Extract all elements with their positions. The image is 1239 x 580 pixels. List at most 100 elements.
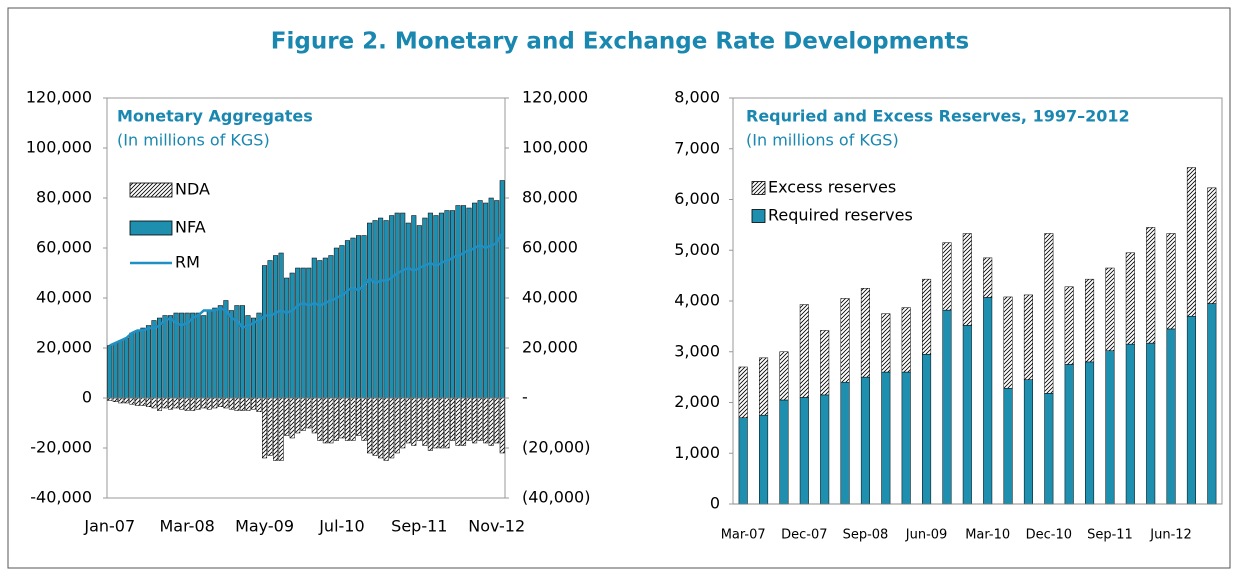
bar [962,325,972,505]
bar [444,210,450,399]
bar [107,345,113,399]
bar [1044,233,1054,394]
bar [234,397,240,411]
bar [361,235,367,399]
bar [145,397,151,407]
y-tick-label: 5,000 [674,240,720,259]
bar [118,397,124,404]
legend-label: Excess reserves [768,178,896,197]
bar [378,397,384,459]
bar [411,397,417,446]
bar [250,397,257,410]
bar [339,397,345,439]
bar [983,257,993,298]
bar [306,397,312,429]
bar [738,417,748,505]
bar [983,297,993,505]
bar [195,397,201,410]
bar [942,309,952,505]
bar [1186,315,1196,505]
bar [372,220,378,399]
bar [400,212,406,399]
bar [466,397,472,441]
bar [461,397,467,446]
bar [449,210,456,399]
bar [1003,296,1013,389]
legend-swatch [751,181,766,195]
bar [278,397,284,461]
bar [1125,252,1135,345]
bar [499,397,505,454]
bar [273,255,279,399]
bar [284,397,290,436]
bar [881,313,891,373]
bar [1146,342,1156,505]
bar [1064,286,1074,365]
bar [1003,388,1013,505]
y-tick-label: 3,000 [674,341,720,360]
bar [217,305,223,399]
bar [112,342,118,399]
bar [339,245,345,399]
bar [156,397,163,411]
bar [416,225,422,399]
bar [212,307,218,399]
bar [311,257,317,399]
bar [245,397,251,411]
legend-swatch [751,209,766,223]
bar [278,252,284,399]
bar [140,397,146,406]
bar [383,397,389,461]
bar [494,200,500,399]
x-tick-label: Nov-12 [468,517,525,536]
legend-label: NFA [175,218,206,237]
bar [156,317,163,399]
y-tick-label: 40,000 [36,288,92,307]
bar [1125,343,1135,505]
bar [245,315,251,399]
bar [195,312,201,399]
bar [317,260,323,399]
bar [123,397,129,404]
y-tick-label: 6,000 [674,189,720,208]
bar [820,394,830,505]
y-tick-label: 1,000 [674,443,720,462]
bar [449,397,456,441]
bar [901,371,911,505]
y-tick-label: 0 [82,388,92,407]
bar [217,397,223,407]
bar [300,267,306,399]
bar [483,202,489,399]
x-tick-label: Dec-10 [1026,528,1072,543]
bar [1044,393,1054,505]
bar [1186,167,1196,317]
y-tick-label: 60,000 [36,238,92,257]
bar [151,397,157,409]
y2-tick-label: (40,000) [522,488,590,507]
bar [300,397,306,431]
y-tick-label: 7,000 [674,138,720,157]
bar [184,397,190,411]
bar [779,351,789,401]
bar [367,222,373,399]
bar [328,397,334,444]
bar [922,354,932,505]
bar [112,397,118,402]
bar [250,317,257,399]
bar [151,320,157,399]
bar [173,312,179,399]
chart-subtitle: (In millions of KGS) [117,131,270,150]
x-tick-label: Sep-11 [1087,528,1133,543]
bar [455,205,461,399]
bar [289,272,295,399]
bar [1146,227,1156,344]
legend-swatch [129,220,173,236]
bar [1023,379,1033,505]
bar [344,240,350,399]
y-tick-label: 2,000 [674,392,720,411]
y2-tick-label: 60,000 [522,238,578,257]
bar [239,397,245,411]
y2-tick-label: 80,000 [522,188,578,207]
bar [267,260,273,399]
